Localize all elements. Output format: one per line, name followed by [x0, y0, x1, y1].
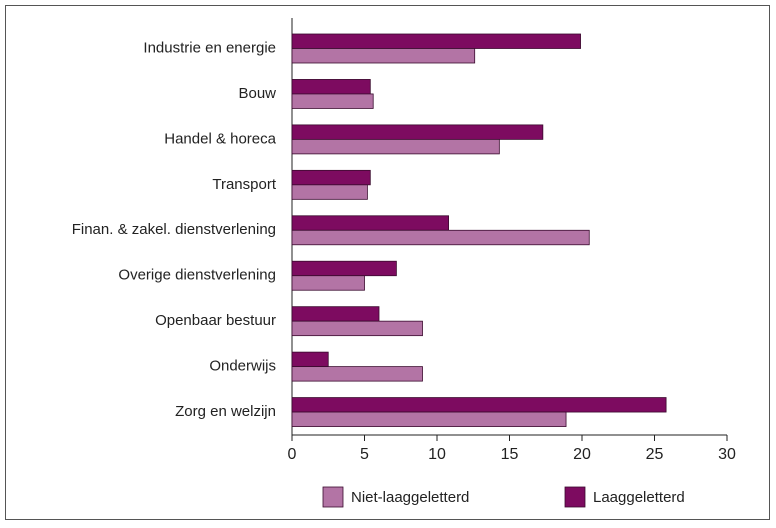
bar: [291, 320, 423, 337]
bar: [291, 366, 423, 382]
legend-swatch: [322, 486, 344, 508]
x-tick-label: 20: [573, 446, 591, 463]
y-tick-label: Handel & horeca: [164, 130, 276, 147]
y-tick-label: Finan. & zakel. dienstverlening: [72, 221, 276, 238]
frame: [5, 5, 770, 520]
y-tick-label: Overige dienstverlening: [118, 267, 276, 284]
bar: [291, 397, 667, 413]
bar: [291, 79, 371, 95]
y-tick-label: Onderwijs: [209, 358, 276, 375]
bar: [291, 48, 476, 64]
bar: [291, 184, 368, 200]
bar: [291, 93, 374, 109]
legend-label: Niet-laaggeletterd: [351, 489, 469, 506]
legend-label: Laaggeletterd: [593, 489, 685, 506]
bar: [291, 169, 371, 186]
x-tick-label: 30: [718, 446, 736, 463]
bar: [291, 124, 544, 140]
bar: [291, 229, 590, 246]
bar: [291, 275, 365, 291]
legend-swatch: [564, 486, 586, 508]
bar: [291, 138, 500, 155]
bar: [291, 215, 450, 231]
bar: [291, 411, 567, 427]
bar: [291, 351, 329, 368]
x-tick-label: 15: [501, 446, 519, 463]
y-tick-label: Transport: [212, 176, 276, 193]
x-tick-label: 0: [288, 446, 297, 463]
bar: [291, 306, 380, 322]
x-tick-label: 10: [428, 446, 446, 463]
x-tick-label: 5: [360, 446, 369, 463]
bar: [291, 260, 397, 277]
x-tick-label: 25: [646, 446, 664, 463]
bar: [291, 33, 581, 49]
y-tick-label: Bouw: [238, 85, 276, 102]
y-tick-label: Zorg en welzijn: [175, 403, 276, 420]
y-tick-label: Industrie en energie: [143, 39, 276, 56]
y-tick-label: Openbaar bestuur: [155, 312, 276, 329]
